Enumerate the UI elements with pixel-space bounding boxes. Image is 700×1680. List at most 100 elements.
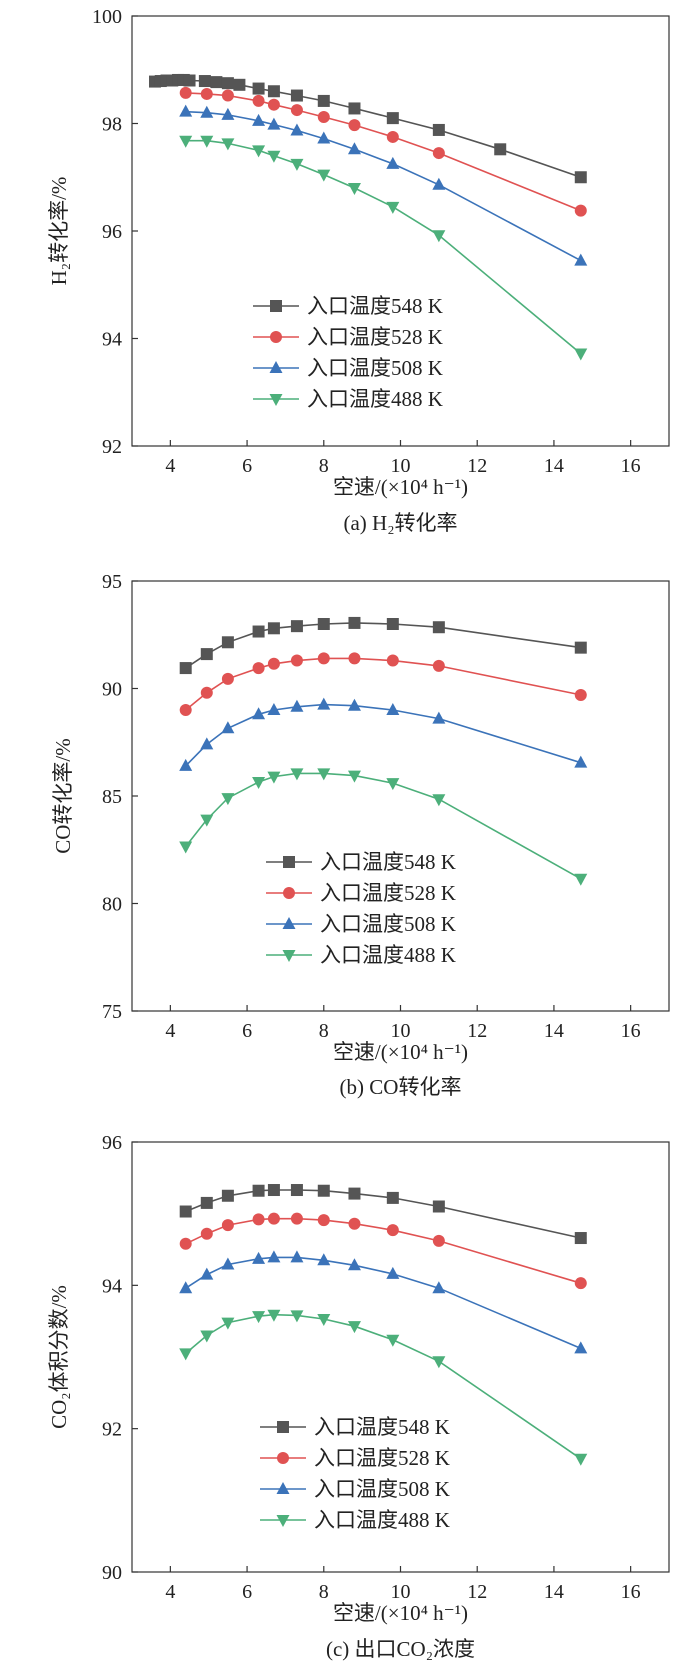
data-point [386, 1224, 399, 1237]
data-point [267, 85, 280, 98]
x-tick-label: 4 [165, 455, 175, 477]
data-point [267, 1212, 280, 1225]
y-axis-title: CO₂体积分数/% [47, 1285, 71, 1429]
data-point [221, 672, 234, 685]
data-point [267, 703, 281, 715]
data-point [574, 688, 587, 701]
data-point [290, 1250, 304, 1263]
legend: 入口温度548 K 入口温度528 K 入口温度508 K 入口温度488 K [260, 1415, 450, 1532]
legend-marker [270, 300, 282, 312]
legend-label: 入口温度548 K [314, 1415, 450, 1439]
legend: 入口温度548 K 入口温度528 K 入口温度508 K 入口温度488 K [253, 294, 443, 411]
data-point [574, 253, 588, 266]
legend-label: 入口温度488 K [307, 387, 443, 411]
data-point [317, 1314, 331, 1327]
data-point [574, 348, 588, 361]
legend-marker [276, 1482, 290, 1494]
x-tick-label: 14 [544, 1581, 564, 1603]
x-tick-label: 6 [242, 455, 252, 477]
legend-entry: 入口温度528 K [266, 881, 456, 905]
data-point [494, 143, 507, 156]
data-point [200, 1196, 213, 1209]
legend-label: 入口温度508 K [320, 912, 456, 936]
data-point [432, 659, 445, 672]
data-point [179, 1348, 193, 1361]
data-point [317, 94, 330, 107]
data-point [290, 620, 303, 633]
data-point [317, 652, 330, 665]
x-tick-label: 12 [467, 1581, 487, 1603]
series-3 [179, 1250, 588, 1354]
legend-label: 入口温度488 K [314, 1508, 450, 1532]
data-point [432, 794, 446, 807]
data-point [317, 768, 331, 781]
series-2 [179, 652, 587, 716]
data-point [432, 1200, 445, 1213]
x-tick-label: 16 [621, 1020, 641, 1042]
data-point [386, 1191, 399, 1204]
data-point [267, 622, 280, 635]
series-line [185, 92, 582, 212]
legend-entry: 入口温度548 K [253, 294, 443, 318]
data-point [267, 657, 280, 670]
legend-entry: 入口温度508 K [266, 912, 456, 936]
y-tick-label: 92 [102, 436, 122, 458]
x-tick-label: 16 [621, 1581, 641, 1603]
data-point [432, 711, 446, 724]
data-point [317, 111, 330, 124]
data-point [386, 618, 399, 630]
data-point [200, 648, 213, 661]
y-axis-title: CO转化率/% [51, 738, 75, 854]
data-point [252, 1213, 265, 1226]
data-point [574, 1232, 587, 1245]
data-point [317, 1184, 330, 1197]
data-point [386, 1334, 400, 1347]
series-line [185, 1217, 582, 1284]
series-line [185, 657, 581, 711]
data-point [200, 814, 214, 827]
data-point [252, 777, 266, 790]
y-tick-label: 92 [102, 1419, 122, 1441]
data-point [252, 94, 265, 107]
x-tick-label: 10 [391, 1581, 411, 1603]
data-point [179, 841, 193, 854]
x-tick-label: 10 [391, 455, 411, 477]
data-point [386, 1266, 400, 1279]
series-line [185, 1256, 582, 1350]
data-point [317, 697, 331, 710]
x-tick-label: 8 [319, 1020, 329, 1042]
x-axis-title: 空速/(×10⁴ h⁻¹) [333, 1040, 468, 1064]
data-point [386, 201, 400, 214]
legend-entry: 入口温度548 K [260, 1415, 450, 1439]
data-point [252, 625, 265, 638]
data-point [221, 138, 235, 151]
panel-caption: (a) H₂转化率 [343, 511, 457, 535]
data-point [574, 641, 587, 654]
data-point [290, 699, 304, 712]
data-point [347, 1258, 361, 1271]
data-point [317, 1253, 331, 1266]
data-point [252, 82, 265, 95]
data-point [200, 105, 214, 118]
legend-marker [282, 950, 296, 962]
x-tick-label: 14 [544, 455, 564, 477]
data-point [267, 150, 281, 163]
data-point [200, 135, 214, 148]
y-tick-label: 96 [102, 1132, 122, 1154]
data-point [317, 618, 330, 630]
data-point [432, 147, 445, 160]
legend-label: 入口温度488 K [320, 943, 456, 967]
data-point [347, 770, 361, 783]
x-tick-label: 8 [319, 455, 329, 477]
data-point [252, 1184, 265, 1197]
x-tick-label: 4 [165, 1581, 175, 1603]
data-point [290, 1212, 303, 1225]
data-point [290, 89, 303, 102]
data-point [317, 169, 331, 182]
data-point [221, 77, 234, 90]
legend-marker [270, 331, 282, 343]
y-tick-label: 85 [102, 786, 122, 808]
data-point [317, 1214, 330, 1227]
series-4 [179, 1309, 588, 1466]
data-point [347, 142, 361, 155]
